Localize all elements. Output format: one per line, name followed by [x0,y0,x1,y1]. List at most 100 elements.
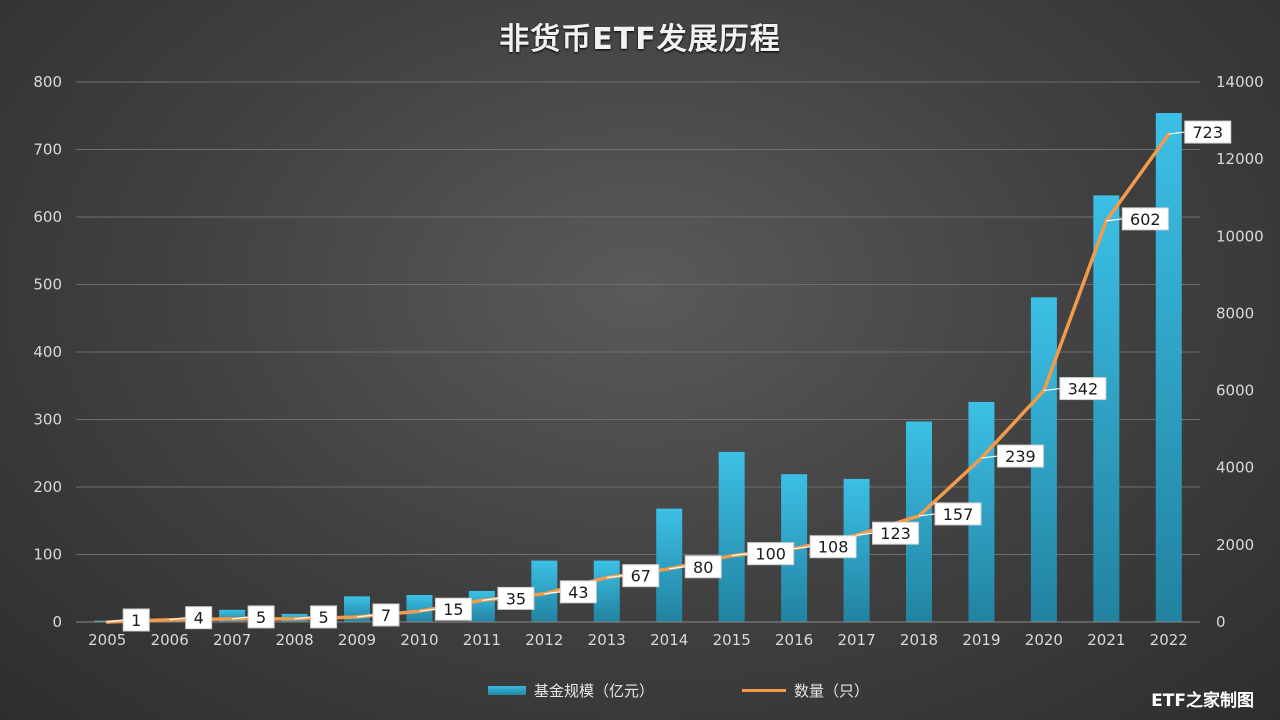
data-label: 123 [856,521,920,545]
line-series [105,132,1171,624]
data-label-box [622,564,660,588]
data-label-text: 7 [381,606,391,625]
y-left-tick-label: 400 [33,343,62,361]
legend-line-label: 数量（只） [794,682,870,700]
data-label-leader [107,619,124,623]
data-label-leader [1168,131,1185,135]
data-label-box [684,555,722,579]
data-label-box [996,444,1044,468]
line-path[interactable] [105,132,1171,624]
x-tick-label: 2022 [1150,631,1188,649]
data-label-box [122,608,150,632]
data-label-box [372,603,400,627]
data-label-leader [918,513,936,517]
x-tick-label: 2013 [588,631,626,649]
y-right-tick-label: 6000 [1216,382,1254,400]
data-label: 67 [606,564,660,588]
data-label-text: 342 [1068,380,1099,399]
data-label: 5 [232,605,275,629]
data-label-box [872,521,920,545]
y-right-tick-label: 0 [1216,613,1226,631]
legend-bar-swatch [488,686,526,695]
x-axis: 2005 2006 2007 2008 2009 2010 2011 2012 2013 2014… [76,621,1200,649]
data-label: 80 [669,555,722,579]
legend-line-swatch [742,689,786,692]
x-tick-label: 2005 [88,631,126,649]
data-label-text: 5 [318,608,328,627]
line-data-labels: 1 4 5 5 7 15 35 43 67 80 100 108 123 157 239 342 602 723 [107,120,1232,632]
x-tick-label: 2014 [650,631,688,649]
bar-series [94,113,1182,623]
bar[interactable] [718,451,745,622]
data-label-box [1121,207,1169,231]
data-label-leader [481,597,498,601]
x-tick-label: 2018 [900,631,938,649]
data-label-text: 100 [755,545,786,564]
data-label-leader [669,566,686,570]
x-tick-label: 2015 [713,631,751,649]
bar[interactable] [1155,113,1182,623]
y-left-tick-label: 200 [33,478,62,496]
watermark: ETF之家制图 [1151,691,1254,711]
y-left-tick-label: 500 [33,276,62,294]
data-label-text: 1 [131,611,141,630]
data-label-text: 723 [1193,123,1224,142]
data-label-text: 4 [194,609,204,628]
y-left-tick-label: 700 [33,141,62,159]
data-label: 342 [1043,377,1107,401]
data-label-text: 80 [693,558,713,577]
y-left-tick-label: 600 [33,208,62,226]
x-tick-label: 2006 [151,631,189,649]
data-label-box [809,535,857,559]
data-label-box [185,606,213,630]
data-label-leader [794,546,811,550]
data-label-text: 239 [1005,447,1036,466]
data-label: 157 [918,502,982,526]
y-axis-right: 0 2000 4000 6000 8000 10000 12000 14000 [1216,73,1264,631]
data-label-leader [294,616,311,620]
y-left-tick-label: 300 [33,411,62,429]
data-label: 35 [481,586,535,610]
y-axis-left: 0 100 200 300 400 500 600 700 800 [33,73,62,631]
data-label-box [434,597,472,621]
data-label-text: 43 [568,583,588,602]
data-label-text: 123 [880,524,911,543]
data-label-box [310,605,338,629]
data-label: 602 [1106,207,1169,231]
data-label-box [747,542,795,566]
y-right-tick-label: 10000 [1216,227,1264,245]
y-left-tick-label: 100 [33,546,62,564]
y-right-tick-label: 14000 [1216,73,1264,91]
y-left-tick-label: 0 [52,613,62,631]
data-label: 108 [794,535,857,559]
x-tick-label: 2016 [775,631,813,649]
bar[interactable] [593,560,620,622]
x-tick-label: 2019 [962,631,1000,649]
data-label-leader [1043,387,1060,392]
data-label-leader [356,614,374,618]
x-tick-label: 2010 [400,631,438,649]
data-label-text: 35 [506,589,526,608]
x-tick-label: 2007 [213,631,251,649]
data-label-leader [1106,218,1123,222]
data-label: 7 [356,603,400,627]
bar[interactable] [1093,195,1120,622]
data-label-box [1184,120,1232,144]
data-label-text: 602 [1130,210,1161,229]
legend: 基金规模（亿元） 数量（只） [0,680,1280,700]
data-label-text: 5 [256,608,266,627]
data-label-leader [606,575,623,579]
data-label: 43 [544,580,597,604]
data-label-box [247,605,275,629]
x-tick-label: 2011 [463,631,501,649]
data-label-leader [731,553,748,557]
chart-title: 非货币ETF发展历程 [499,22,781,57]
data-label-text: 15 [443,600,463,619]
legend-item-bar[interactable]: 基金规模（亿元） [488,680,654,701]
legend-item-line[interactable]: 数量（只） [742,680,869,701]
bar[interactable] [468,590,495,622]
x-tick-label: 2012 [525,631,563,649]
data-label-text: 157 [943,505,974,524]
x-tick-label: 2017 [837,631,875,649]
